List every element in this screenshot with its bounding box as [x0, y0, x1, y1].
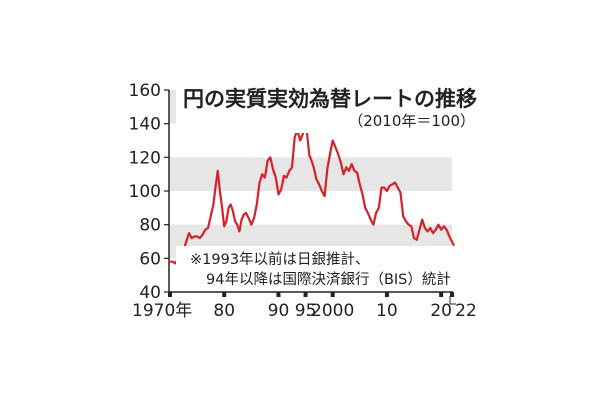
x-tick-label: 10: [376, 301, 398, 321]
note-background: [176, 246, 478, 290]
y-tick-label: 160: [129, 81, 161, 101]
title-background: [176, 81, 478, 133]
y-tick-label: 120: [129, 148, 161, 168]
x-tick-label: 2000: [311, 301, 354, 321]
x-tick-mark: [450, 292, 454, 297]
y-tick-label: 80: [139, 216, 161, 236]
x-tick-label: 20: [430, 301, 452, 321]
x-tick-mark: [168, 292, 172, 297]
y-tick-label: 60: [139, 249, 161, 269]
y-tick-label: 140: [129, 115, 161, 135]
x-tick-mark: [330, 292, 335, 297]
source-note-line1: ※1993年以前は日銀推計、: [190, 251, 370, 268]
x-tick-label: 1970年: [132, 301, 192, 321]
x-tick-bracket: [449, 296, 456, 305]
x-tick-label: 95: [295, 301, 317, 321]
x-tick-label: 90: [268, 301, 290, 321]
x-tick-mark: [303, 292, 308, 297]
x-tick-label: 80: [213, 301, 235, 321]
x-tick-label: 22: [455, 301, 477, 321]
y-tick-label: 100: [129, 182, 161, 202]
y-tick-label: 40: [139, 283, 161, 303]
x-tick-mark: [276, 292, 281, 297]
series-group: [168, 107, 455, 265]
source-note-line2: 94年以降は国際決済銀行（BIS）統計: [206, 271, 451, 288]
x-tick-mark: [384, 292, 389, 297]
series-line: [168, 107, 455, 265]
chart-title: 円の実質実効為替レートの推移: [183, 87, 477, 111]
x-tick-mark: [222, 292, 227, 297]
y-tick-labels: 160 140 120 100 80 60 40: [129, 81, 169, 303]
chart-subtitle: （2010年＝100）: [348, 112, 475, 130]
x-tick-mark: [439, 292, 444, 297]
